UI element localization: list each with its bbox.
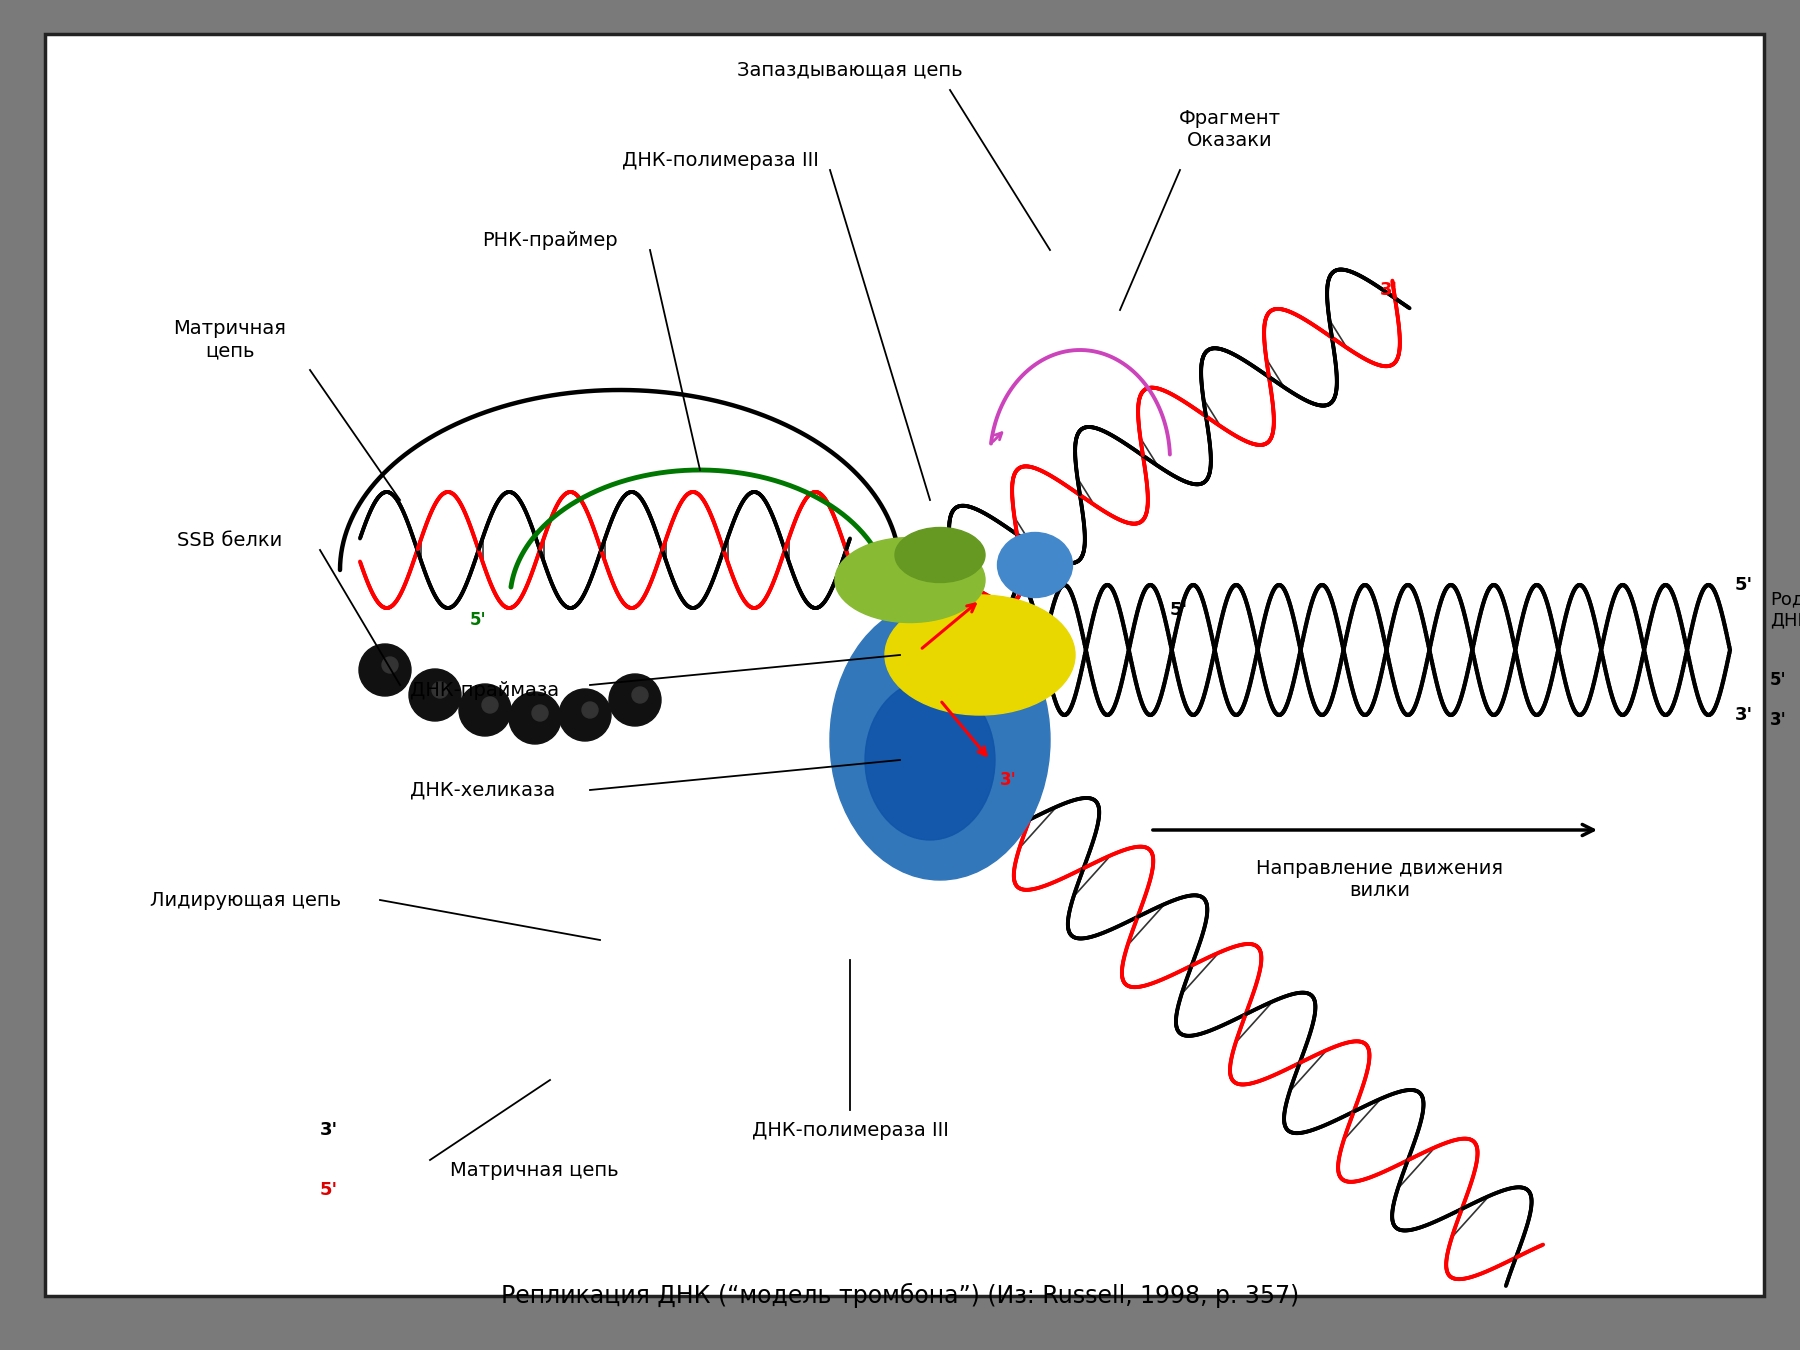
Text: ДНК-хеликаза: ДНК-хеликаза: [410, 780, 554, 799]
Ellipse shape: [997, 532, 1073, 598]
Text: Лидирующая цепь: Лидирующая цепь: [149, 891, 342, 910]
Circle shape: [382, 657, 398, 674]
Text: 5': 5': [320, 1181, 338, 1199]
Text: ДНК-праймаза: ДНК-праймаза: [410, 680, 560, 699]
Text: 3': 3': [1381, 281, 1399, 298]
Text: Запаздывающая цепь: Запаздывающая цепь: [738, 61, 963, 80]
Text: Репликация ДНК (“модель тромбона”) (Из: Russell, 1998, p. 357): Репликация ДНК (“модель тромбона”) (Из: …: [500, 1282, 1300, 1308]
Text: SSB белки: SSB белки: [178, 531, 283, 549]
Text: 3': 3': [1735, 706, 1753, 724]
Circle shape: [358, 644, 410, 697]
Text: 3': 3': [1769, 711, 1787, 729]
Circle shape: [482, 697, 499, 713]
Ellipse shape: [866, 680, 995, 840]
Circle shape: [581, 702, 598, 718]
Text: РНК-праймер: РНК-праймер: [482, 231, 617, 250]
Text: 5': 5': [1735, 576, 1753, 594]
Circle shape: [432, 682, 448, 698]
Text: Фрагмент
Оказаки: Фрагмент Оказаки: [1179, 109, 1282, 150]
Text: Направление движения
вилки: Направление движения вилки: [1256, 860, 1503, 900]
Text: ДНК-полимераза III: ДНК-полимераза III: [621, 150, 819, 170]
Ellipse shape: [830, 599, 1049, 880]
Circle shape: [509, 693, 562, 744]
Text: 5': 5': [1170, 601, 1188, 620]
Ellipse shape: [886, 595, 1075, 716]
Circle shape: [560, 688, 610, 741]
Text: 3': 3': [1001, 771, 1017, 788]
Circle shape: [632, 687, 648, 703]
Circle shape: [409, 670, 461, 721]
Ellipse shape: [835, 537, 985, 622]
Text: ДНК-полимераза III: ДНК-полимераза III: [752, 1120, 949, 1139]
Circle shape: [533, 705, 547, 721]
Ellipse shape: [895, 528, 985, 582]
Text: Матричная
цепь: Матричная цепь: [173, 320, 286, 360]
Text: Матричная цепь: Матричная цепь: [450, 1161, 619, 1180]
Text: 5': 5': [1769, 671, 1787, 689]
Text: Родительская
ДНК: Родительская ДНК: [1769, 590, 1800, 629]
Circle shape: [459, 684, 511, 736]
Circle shape: [608, 674, 661, 726]
Text: 5': 5': [470, 612, 486, 629]
Text: 3': 3': [320, 1120, 338, 1139]
